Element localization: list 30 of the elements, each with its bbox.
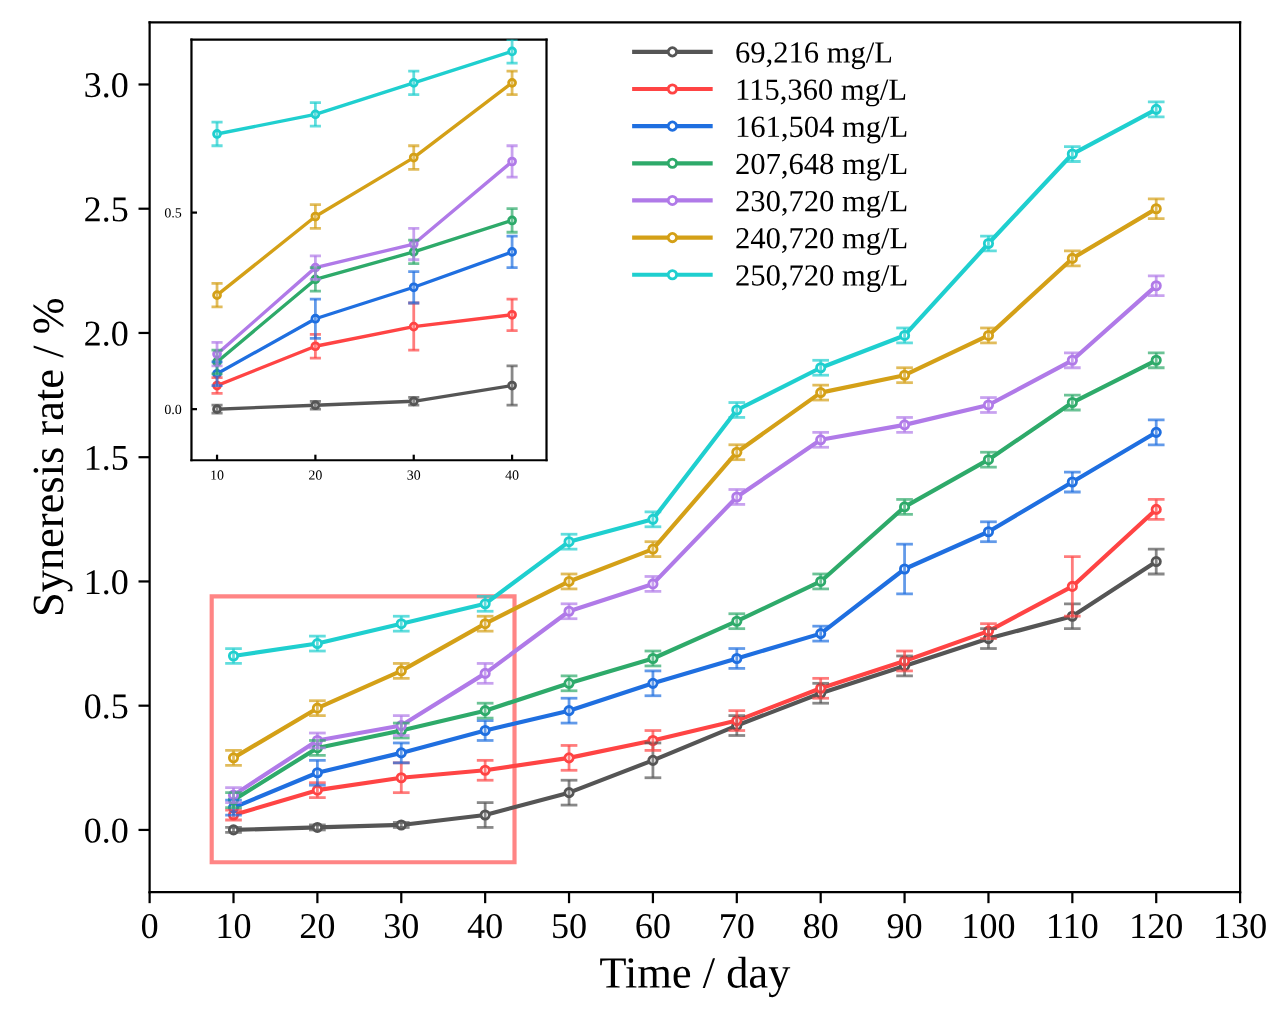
y-tick-label: 1.0 bbox=[86, 569, 128, 595]
y-tick-label: 2.5 bbox=[85, 197, 128, 222]
x-tick-label: 40 bbox=[467, 913, 502, 939]
x-tick-label: 80 bbox=[804, 913, 838, 939]
x-tick-label: 30 bbox=[384, 913, 418, 939]
x-tick-label: 60 bbox=[636, 913, 670, 939]
legend-label: 115,360 mg/L bbox=[737, 79, 906, 107]
x-tick-label: 130 bbox=[1216, 913, 1266, 939]
x-tick-label: 110 bbox=[1049, 913, 1098, 939]
x-tick-label: 120 bbox=[1132, 913, 1182, 939]
legend-label: 240,720 mg/L bbox=[736, 227, 907, 255]
legend-label: 69,216 mg/L bbox=[736, 42, 892, 70]
x-tick-label: 0 bbox=[141, 913, 158, 939]
y-tick-label: 3.0 bbox=[85, 72, 128, 98]
x-tick-label: 10 bbox=[218, 913, 251, 939]
x-tick-label: 100 bbox=[964, 913, 1015, 939]
legend-label: 230,720 mg/L bbox=[736, 190, 907, 218]
legend-label: 207,648 mg/L bbox=[736, 153, 907, 181]
legend-label: 161,504 mg/L bbox=[737, 116, 907, 144]
y-axis-title: Syneresis rate / % bbox=[33, 298, 73, 615]
y-tick-label: 1.5 bbox=[86, 445, 128, 471]
legend-label: 250,720 mg/L bbox=[736, 265, 907, 293]
x-tick-label: 20 bbox=[300, 913, 335, 939]
x-tick-label: 50 bbox=[553, 913, 586, 939]
x-tick-label: 90 bbox=[887, 913, 922, 939]
y-tick-label: 0.0 bbox=[85, 818, 128, 843]
x-tick-label: 70 bbox=[721, 913, 754, 939]
y-tick-label: 0.5 bbox=[85, 694, 128, 719]
y-tick-label: 2.0 bbox=[85, 321, 128, 346]
x-axis-title: Time / day bbox=[600, 956, 791, 998]
